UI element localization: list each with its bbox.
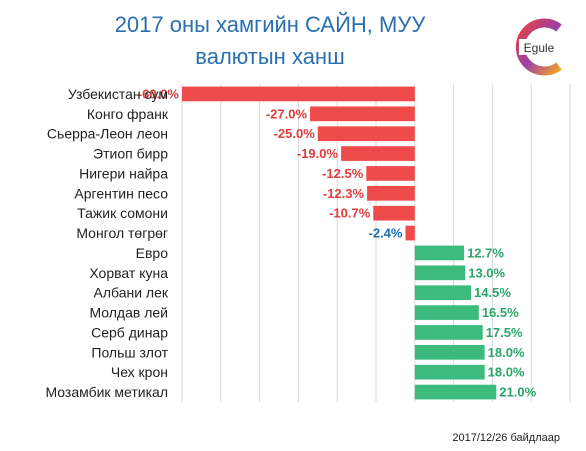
value-label: -25.0% [274, 126, 316, 141]
value-labels: -60.0% -27.0% -25.0% -19.0% -12.5% -12.3% -10.… [138, 86, 537, 399]
category-labels: Узбекистан сум Конго франк Сьерра-Леон лео… [45, 86, 168, 400]
chart-title-line1: 2017 оны хамгийн САЙН, МУУ [114, 12, 426, 37]
value-label: 16.5% [482, 305, 519, 320]
bar [366, 166, 415, 181]
category-label: Монгол төгрөг [76, 225, 168, 241]
category-label: Сьерра-Леон леон [47, 126, 168, 142]
category-label: Хорват куна [89, 265, 168, 281]
category-label: Евро [136, 245, 169, 261]
value-label: -2.4% [369, 226, 403, 241]
category-label: Молдав лей [89, 305, 168, 321]
bar [414, 384, 497, 400]
egule-logo: Egule [515, 18, 573, 76]
bar [367, 185, 415, 201]
category-label: Аргентин песо [74, 185, 168, 201]
category-label: Польш злот [91, 344, 168, 360]
category-label: Чех крон [111, 364, 168, 380]
value-label: -12.5% [322, 166, 364, 181]
bar [414, 265, 466, 281]
bar [414, 344, 485, 360]
chart-title-line2: валютын ханш [195, 44, 345, 69]
bar [414, 245, 465, 261]
logo-text: Egule [524, 41, 555, 55]
bar [317, 126, 415, 142]
category-label: Этиоп бирр [93, 146, 168, 162]
category-label: Узбекистан сум [68, 86, 168, 102]
value-label: 18.0% [488, 365, 525, 380]
bar [182, 86, 415, 102]
category-label: Албани лек [93, 285, 168, 301]
value-label: -60.0% [138, 86, 180, 101]
value-label: 14.5% [474, 285, 511, 300]
category-label: Тажик сомони [77, 205, 168, 221]
value-label: 12.7% [467, 245, 504, 260]
value-label: 17.5% [486, 325, 523, 340]
value-label: -27.0% [266, 106, 308, 121]
value-label: -10.7% [329, 206, 371, 221]
bar [414, 364, 485, 380]
category-label: Серб динар [91, 324, 168, 340]
value-label: 21.0% [499, 385, 536, 400]
category-label: Нигери найра [79, 165, 168, 181]
bar [405, 225, 415, 241]
value-label: -12.3% [323, 186, 365, 201]
category-label: Конго франк [87, 106, 169, 122]
category-label: Мозамбик метикал [45, 384, 168, 400]
bar [414, 325, 483, 340]
bar [310, 106, 415, 122]
bar [414, 285, 472, 301]
bars [182, 86, 497, 400]
value-label: 18.0% [488, 345, 525, 360]
bar [414, 305, 479, 320]
value-label: -19.0% [297, 146, 339, 161]
bar [341, 146, 415, 161]
date-footnote: 2017/12/26 байдлаар [452, 432, 560, 444]
value-label: 13.0% [468, 265, 505, 280]
bar [373, 205, 415, 221]
